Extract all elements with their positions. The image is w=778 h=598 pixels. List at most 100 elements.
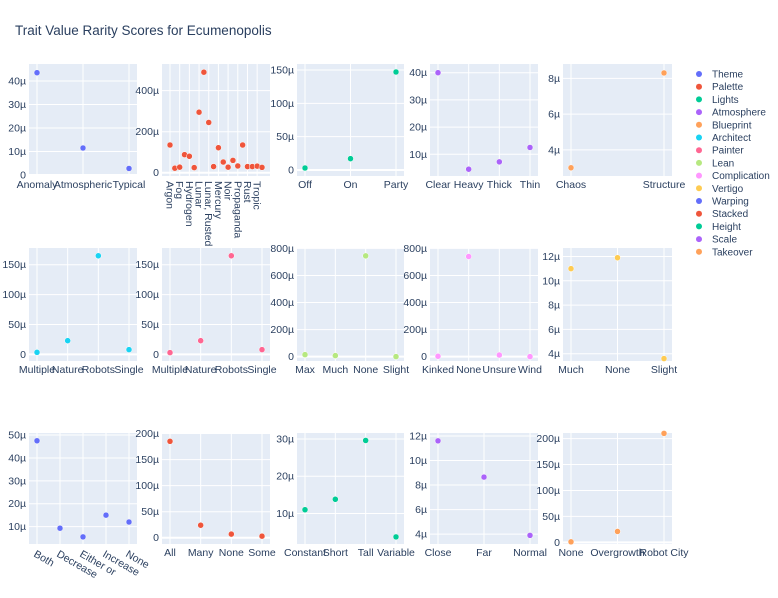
legend-item-architect[interactable]: Architect: [696, 133, 751, 144]
x-tick-label: Noir: [222, 181, 234, 201]
data-point: [64, 337, 71, 344]
x-tick-label: None: [558, 547, 583, 559]
data-point: [125, 165, 133, 172]
y-tick-label: 10µ: [276, 508, 294, 520]
y-tick-label: 100µ: [270, 98, 294, 110]
data-point: [33, 69, 41, 76]
y-tick-label: 150µ: [135, 259, 159, 271]
subplot-atmosphere: 10µ 20µ 30µ 40µ Clear Heavy Thick Thin: [409, 64, 540, 191]
y-tick-label: 100µ: [2, 289, 26, 301]
x-tick-label: Mercury: [212, 181, 224, 220]
legend-label: Blueprint: [712, 120, 752, 131]
legend-marker: [696, 248, 702, 255]
x-tick-label: Wind: [518, 364, 542, 376]
y-tick-label: 50µ: [8, 430, 26, 442]
legend-label: Theme: [712, 70, 744, 81]
x-tick-label: Slight: [651, 364, 677, 376]
data-point: [205, 119, 212, 126]
data-point: [56, 524, 64, 532]
legend-label: Takeover: [712, 247, 753, 258]
y-tick-label: 400µ: [270, 297, 294, 309]
data-point: [95, 252, 102, 260]
x-tick-label: None: [219, 547, 244, 559]
plot-background: [563, 64, 672, 176]
plot-background: [297, 248, 404, 361]
legend-marker: [696, 159, 702, 166]
y-tick-label: 150µ: [270, 65, 294, 77]
legend-marker: [696, 236, 702, 243]
legend-label: Scale: [712, 235, 737, 246]
legend-marker: [696, 223, 702, 230]
data-point: [33, 349, 41, 356]
y-tick-label: 0: [153, 349, 159, 361]
legend-label: Warping: [712, 197, 749, 208]
legend-item-scale[interactable]: Scale: [696, 235, 737, 246]
x-tick-label: Clear: [425, 179, 451, 191]
x-tick-label: Lunar, Rusted: [202, 181, 214, 247]
x-tick-label: Single: [114, 364, 143, 376]
data-point: [614, 254, 621, 261]
y-tick-label: 30µ: [276, 433, 294, 445]
plot-background: [430, 248, 538, 361]
y-tick-label: 600µ: [270, 270, 294, 282]
x-tick-label: None: [456, 364, 481, 376]
y-tick-label: 200µ: [135, 126, 159, 138]
data-point: [434, 69, 442, 76]
legend-label: Stacked: [712, 209, 748, 220]
legend-marker: [696, 147, 702, 154]
legend-item-palette[interactable]: Palette: [696, 82, 744, 93]
data-point: [186, 153, 193, 160]
data-point: [301, 506, 309, 513]
legend-marker: [696, 198, 702, 204]
legend-item-painter[interactable]: Painter: [696, 146, 744, 157]
x-tick-label: Rust: [241, 181, 253, 203]
legend-item-takeover[interactable]: Takeover: [696, 247, 753, 258]
legend-item-stacked[interactable]: Stacked: [696, 209, 748, 220]
legend-marker: [696, 83, 702, 90]
data-point: [33, 437, 41, 445]
data-point: [210, 163, 217, 170]
data-point: [215, 144, 222, 151]
data-point: [79, 533, 87, 541]
y-tick-label: 30µ: [409, 94, 427, 106]
x-tick-label: All: [164, 547, 176, 559]
legend-item-atmosphere[interactable]: Atmosphere: [696, 108, 766, 119]
x-tick-label: Nature: [52, 364, 84, 376]
data-point: [567, 538, 575, 546]
x-tick-label: Typical: [113, 179, 146, 191]
y-tick-label: 50µ: [141, 319, 159, 331]
x-tick-label: Far: [476, 547, 492, 559]
legend-label: Palette: [712, 82, 744, 93]
data-point: [347, 155, 354, 162]
y-tick-label: 800µ: [270, 243, 294, 255]
legend-item-vertigo[interactable]: Vertigo: [696, 184, 744, 195]
legend-item-lean[interactable]: Lean: [696, 158, 734, 169]
legend-item-complication[interactable]: Complication: [696, 171, 770, 182]
legend-item-height[interactable]: Height: [696, 222, 741, 233]
data-point: [125, 346, 133, 353]
data-point: [392, 68, 400, 76]
data-point: [301, 164, 309, 172]
y-tick-label: 20µ: [8, 123, 26, 135]
y-tick-label: 4µ: [415, 529, 427, 541]
y-tick-label: 0: [153, 532, 159, 544]
y-tick-label: 6µ: [415, 504, 427, 516]
x-tick-label: Tropic: [251, 181, 263, 210]
x-tick-label: Short: [323, 547, 348, 559]
data-point: [125, 518, 133, 526]
legend-item-lights[interactable]: Lights: [696, 95, 739, 106]
data-point: [465, 253, 472, 260]
legend-marker: [696, 185, 702, 192]
plot-background: [162, 64, 270, 176]
x-tick-label: Propaganda: [231, 181, 243, 238]
legend-marker: [696, 96, 702, 103]
x-tick-label: Multiple: [19, 364, 55, 376]
legend-item-theme[interactable]: Theme: [696, 70, 744, 81]
legend-item-blueprint[interactable]: Blueprint: [696, 120, 752, 131]
data-point: [434, 437, 442, 445]
legend-item-warping[interactable]: Warping: [696, 197, 749, 208]
